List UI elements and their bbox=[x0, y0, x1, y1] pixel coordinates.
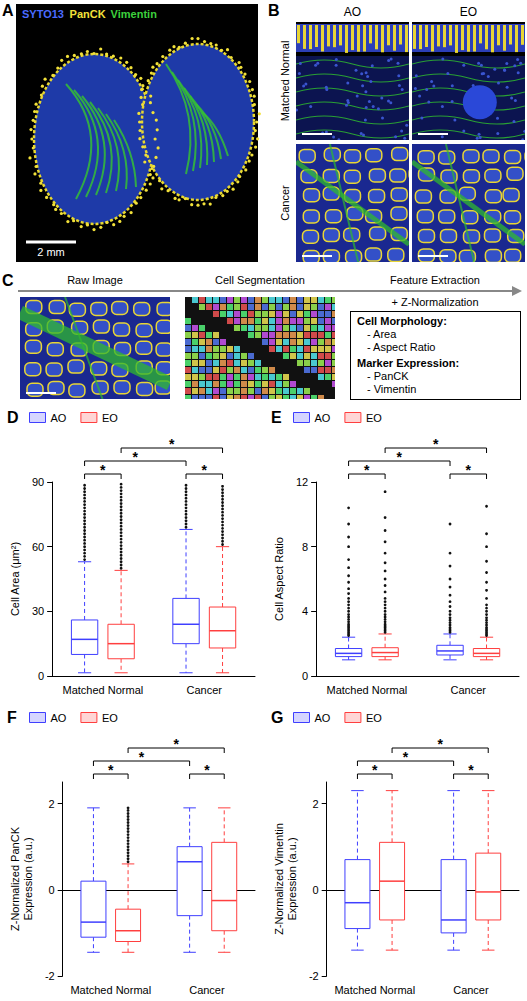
svg-text:*: * bbox=[364, 462, 370, 478]
svg-text:Cell Segmentation: Cell Segmentation bbox=[215, 274, 305, 286]
svg-text:EO: EO bbox=[102, 712, 118, 724]
svg-text:-2: -2 bbox=[309, 970, 319, 982]
svg-text:Cancer: Cancer bbox=[451, 684, 487, 696]
svg-text:*: * bbox=[173, 736, 179, 752]
svg-text:Cell Aspect Ratio: Cell Aspect Ratio bbox=[273, 537, 285, 621]
svg-text:Cancer: Cancer bbox=[453, 984, 489, 996]
svg-text:AO: AO bbox=[315, 412, 331, 424]
svg-text:0: 0 bbox=[313, 884, 319, 896]
svg-text:Cancer: Cancer bbox=[187, 684, 223, 696]
svg-text:- PanCK: - PanCK bbox=[367, 370, 409, 382]
svg-text:Raw Image: Raw Image bbox=[67, 274, 123, 286]
svg-text:Vimentin: Vimentin bbox=[111, 8, 158, 20]
svg-text:AO: AO bbox=[315, 712, 331, 724]
svg-text:0: 0 bbox=[49, 884, 55, 896]
svg-text:EO: EO bbox=[460, 5, 477, 19]
svg-text:*: * bbox=[468, 762, 474, 778]
svg-text:*: * bbox=[403, 749, 409, 765]
svg-text:Expression (a.u.): Expression (a.u.) bbox=[286, 837, 298, 920]
svg-text:60: 60 bbox=[32, 541, 44, 553]
svg-text:AO: AO bbox=[51, 712, 67, 724]
svg-text:Matched Normal: Matched Normal bbox=[70, 984, 151, 996]
svg-text:*: * bbox=[100, 462, 106, 478]
svg-text:SYTO13: SYTO13 bbox=[22, 8, 64, 20]
svg-text:*: * bbox=[202, 462, 208, 478]
svg-text:Matched Normal: Matched Normal bbox=[326, 684, 407, 696]
svg-text:0: 0 bbox=[38, 670, 44, 682]
svg-text:Z-Normalized PanCK: Z-Normalized PanCK bbox=[9, 826, 21, 931]
svg-text:EO: EO bbox=[102, 412, 118, 424]
svg-text:Matched Normal: Matched Normal bbox=[334, 984, 415, 996]
svg-text:*: * bbox=[139, 749, 145, 765]
svg-text:PanCK: PanCK bbox=[70, 8, 106, 20]
svg-text:-2: -2 bbox=[45, 970, 55, 982]
svg-text:AO: AO bbox=[344, 5, 361, 19]
svg-text:- Vimentin: - Vimentin bbox=[367, 383, 416, 395]
svg-text:Matched Normal: Matched Normal bbox=[62, 684, 143, 696]
svg-text:0: 0 bbox=[302, 670, 308, 682]
svg-text:2 mm: 2 mm bbox=[37, 246, 65, 258]
svg-text:*: * bbox=[204, 762, 210, 778]
svg-text:EO: EO bbox=[366, 712, 382, 724]
svg-text:8: 8 bbox=[302, 541, 308, 553]
svg-text:Cell Morphology:: Cell Morphology: bbox=[357, 315, 447, 327]
svg-text:Matched Normal: Matched Normal bbox=[279, 41, 291, 122]
svg-text:Cell Area (μm²): Cell Area (μm²) bbox=[9, 542, 21, 616]
svg-text:E: E bbox=[271, 409, 282, 426]
svg-text:*: * bbox=[397, 449, 403, 465]
svg-text:*: * bbox=[372, 762, 378, 778]
svg-text:*: * bbox=[108, 762, 114, 778]
svg-text:4: 4 bbox=[302, 605, 308, 617]
svg-text:*: * bbox=[169, 436, 175, 452]
svg-text:C: C bbox=[2, 272, 14, 289]
svg-text:2: 2 bbox=[49, 798, 55, 810]
svg-text:2: 2 bbox=[313, 798, 319, 810]
svg-text:B: B bbox=[268, 2, 280, 19]
svg-text:30: 30 bbox=[32, 605, 44, 617]
svg-text:Expression (a.u.): Expression (a.u.) bbox=[22, 837, 34, 920]
svg-text:F: F bbox=[7, 709, 17, 726]
svg-text:- Aspect Ratio: - Aspect Ratio bbox=[367, 341, 435, 353]
svg-text:EO: EO bbox=[366, 412, 382, 424]
svg-text:90: 90 bbox=[32, 476, 44, 488]
svg-text:*: * bbox=[437, 736, 443, 752]
svg-text:*: * bbox=[133, 449, 139, 465]
svg-text:+ Z-Normalization: + Z-Normalization bbox=[391, 296, 478, 308]
svg-text:*: * bbox=[433, 436, 439, 452]
svg-text:Cancer: Cancer bbox=[279, 185, 291, 221]
svg-text:- Area: - Area bbox=[367, 328, 397, 340]
svg-text:AO: AO bbox=[51, 412, 67, 424]
svg-text:Z-Normalized Vimentin: Z-Normalized Vimentin bbox=[273, 823, 285, 935]
svg-text:G: G bbox=[271, 709, 283, 726]
svg-text:A: A bbox=[2, 2, 14, 19]
svg-text:Feature Extraction: Feature Extraction bbox=[390, 274, 480, 286]
svg-text:12: 12 bbox=[296, 476, 308, 488]
svg-text:Cancer: Cancer bbox=[189, 984, 225, 996]
svg-text:D: D bbox=[7, 409, 19, 426]
svg-text:*: * bbox=[466, 462, 472, 478]
svg-text:Marker Expression:: Marker Expression: bbox=[357, 357, 459, 369]
